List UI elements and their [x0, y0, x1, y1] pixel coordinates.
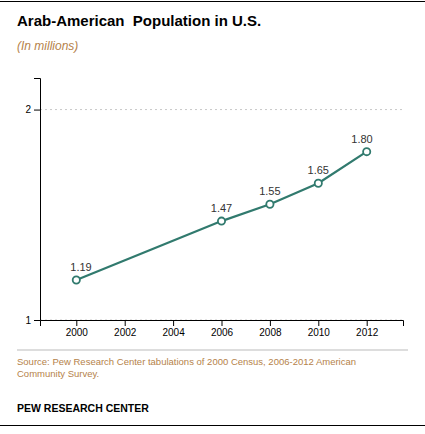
- x-tick-mark: [270, 320, 271, 326]
- point: [315, 180, 322, 187]
- x-tick-mark: [367, 320, 368, 326]
- data-label: 1.80: [351, 133, 372, 145]
- separator: [17, 350, 408, 351]
- point: [266, 201, 273, 208]
- y-tick: 2: [25, 104, 40, 115]
- bottom-rule: [0, 425, 425, 426]
- y-tick-label: 2: [25, 104, 31, 115]
- x-tick: 2004: [162, 320, 185, 338]
- x-tick: 2010: [308, 320, 331, 338]
- x-tick: 2012: [356, 320, 379, 338]
- title: Arab-American Population in U.S.: [17, 12, 261, 29]
- y-tick-label: 1: [25, 315, 31, 326]
- data-label: 1.65: [308, 164, 329, 176]
- x-tick-mark: [76, 320, 77, 326]
- x-tick-label: 2008: [259, 327, 282, 338]
- x-tick-label: 2004: [162, 327, 185, 338]
- x-tick: 2006: [211, 320, 234, 338]
- x-tick-mark: [222, 320, 223, 326]
- top-rule: [0, 1, 425, 2]
- x-tick-label: 2002: [114, 327, 137, 338]
- y-axis-line: [34, 79, 41, 321]
- data-label: 1.55: [259, 185, 280, 197]
- data-label: 1.19: [70, 261, 91, 273]
- marks: [73, 148, 371, 284]
- data-label: 1.47: [211, 202, 232, 214]
- x-tick-label: 2000: [66, 327, 89, 338]
- y-tick: 1: [25, 315, 40, 326]
- point: [218, 217, 225, 224]
- x-tick: 2002: [114, 320, 137, 338]
- subtitle: (In millions): [17, 39, 78, 53]
- chart: Arab-American Population in U.S. (In mill…: [0, 0, 425, 434]
- point: [363, 148, 370, 155]
- plot: 2000200220042006200820102012121.191.471.…: [25, 79, 403, 339]
- y-tick-mark: [34, 320, 40, 321]
- x-tick-label: 2010: [308, 327, 331, 338]
- x-tick-mark: [125, 320, 126, 326]
- x-axis: 2000 2002 2004 2006 2008 2010 2012: [41, 320, 404, 338]
- x-tick-label: 2006: [211, 327, 234, 338]
- grid-line: [40, 109, 403, 110]
- y-tick-mark: [34, 110, 40, 111]
- source: Source: Pew Research Center tabulations …: [17, 356, 356, 379]
- x-tick-label: 2012: [356, 327, 379, 338]
- line: [76, 152, 366, 280]
- x-tick-mark: [318, 320, 319, 326]
- x-axis-line: [41, 321, 404, 327]
- point: [73, 276, 80, 283]
- x-tick-mark: [173, 320, 174, 326]
- y-axis: 12: [25, 79, 40, 326]
- x-tick: 2008: [259, 320, 282, 338]
- grid: [40, 110, 403, 320]
- x-tick: 2000: [66, 320, 89, 338]
- footer: PEW RESEARCH CENTER: [17, 402, 149, 414]
- data-labels: 1.19 1.47 1.55 1.65 1.80: [70, 133, 372, 273]
